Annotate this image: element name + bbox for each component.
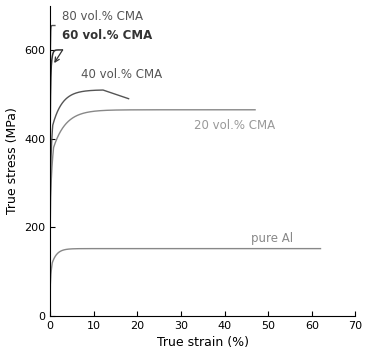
Text: 40 vol.% CMA: 40 vol.% CMA [81, 68, 162, 81]
Y-axis label: True stress (MPa): True stress (MPa) [6, 107, 18, 214]
X-axis label: True strain (%): True strain (%) [157, 337, 249, 349]
Text: 80 vol.% CMA: 80 vol.% CMA [62, 10, 143, 23]
Text: 60 vol.% CMA: 60 vol.% CMA [62, 29, 153, 42]
Text: pure Al: pure Al [251, 232, 293, 245]
Text: 20 vol.% CMA: 20 vol.% CMA [194, 119, 275, 132]
